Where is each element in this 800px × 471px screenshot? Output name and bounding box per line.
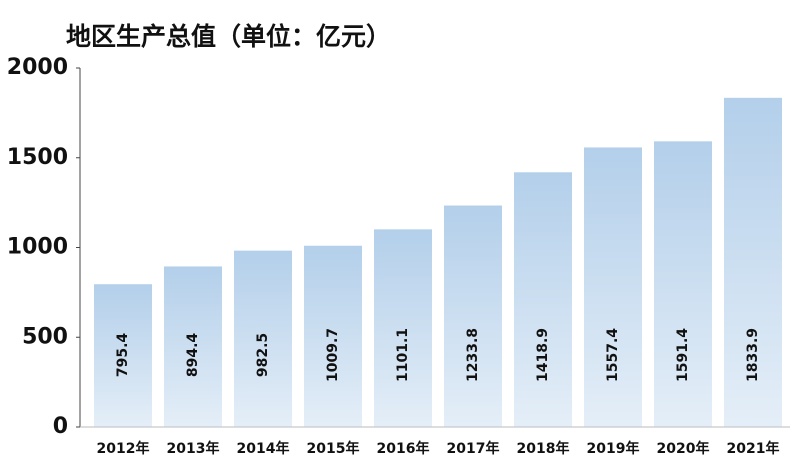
chart-title: 地区生产总值（单位：亿元） xyxy=(66,22,391,51)
bar xyxy=(94,284,152,427)
bar xyxy=(444,205,502,427)
value-label: 1833.9 xyxy=(745,328,761,382)
y-tick-label: 1000 xyxy=(7,235,68,260)
x-tick-label: 2014年 xyxy=(237,440,290,457)
bar xyxy=(234,250,292,427)
value-label: 795.4 xyxy=(115,333,131,378)
value-label: 1101.1 xyxy=(395,328,411,382)
bar xyxy=(584,147,642,427)
x-tick-label: 2012年 xyxy=(97,440,150,457)
value-label: 1591.4 xyxy=(675,328,691,382)
value-label: 982.5 xyxy=(255,333,271,377)
bar xyxy=(374,229,432,427)
bar xyxy=(164,266,222,427)
value-label: 894.4 xyxy=(185,333,201,378)
value-label: 1233.8 xyxy=(465,328,481,382)
x-tick-label: 2018年 xyxy=(517,440,570,457)
y-tick-label: 500 xyxy=(22,324,68,349)
bar xyxy=(304,245,362,427)
value-label: 1009.7 xyxy=(325,328,341,382)
x-tick-label: 2015年 xyxy=(307,440,360,457)
bar xyxy=(724,97,782,428)
value-label: 1557.4 xyxy=(605,328,621,382)
y-tick-label: 1500 xyxy=(7,145,68,170)
x-tick-label: 2021年 xyxy=(727,440,780,457)
bar xyxy=(654,141,712,428)
y-tick-label: 2000 xyxy=(7,55,68,80)
y-tick-label: 0 xyxy=(53,414,68,439)
x-tick-label: 2020年 xyxy=(657,440,710,457)
x-tick-label: 2016年 xyxy=(377,440,430,457)
bar xyxy=(514,172,572,427)
x-tick-label: 2013年 xyxy=(167,440,220,457)
x-tick-label: 2017年 xyxy=(447,440,500,457)
x-tick-label: 2019年 xyxy=(587,440,640,457)
value-label: 1418.9 xyxy=(535,328,551,382)
